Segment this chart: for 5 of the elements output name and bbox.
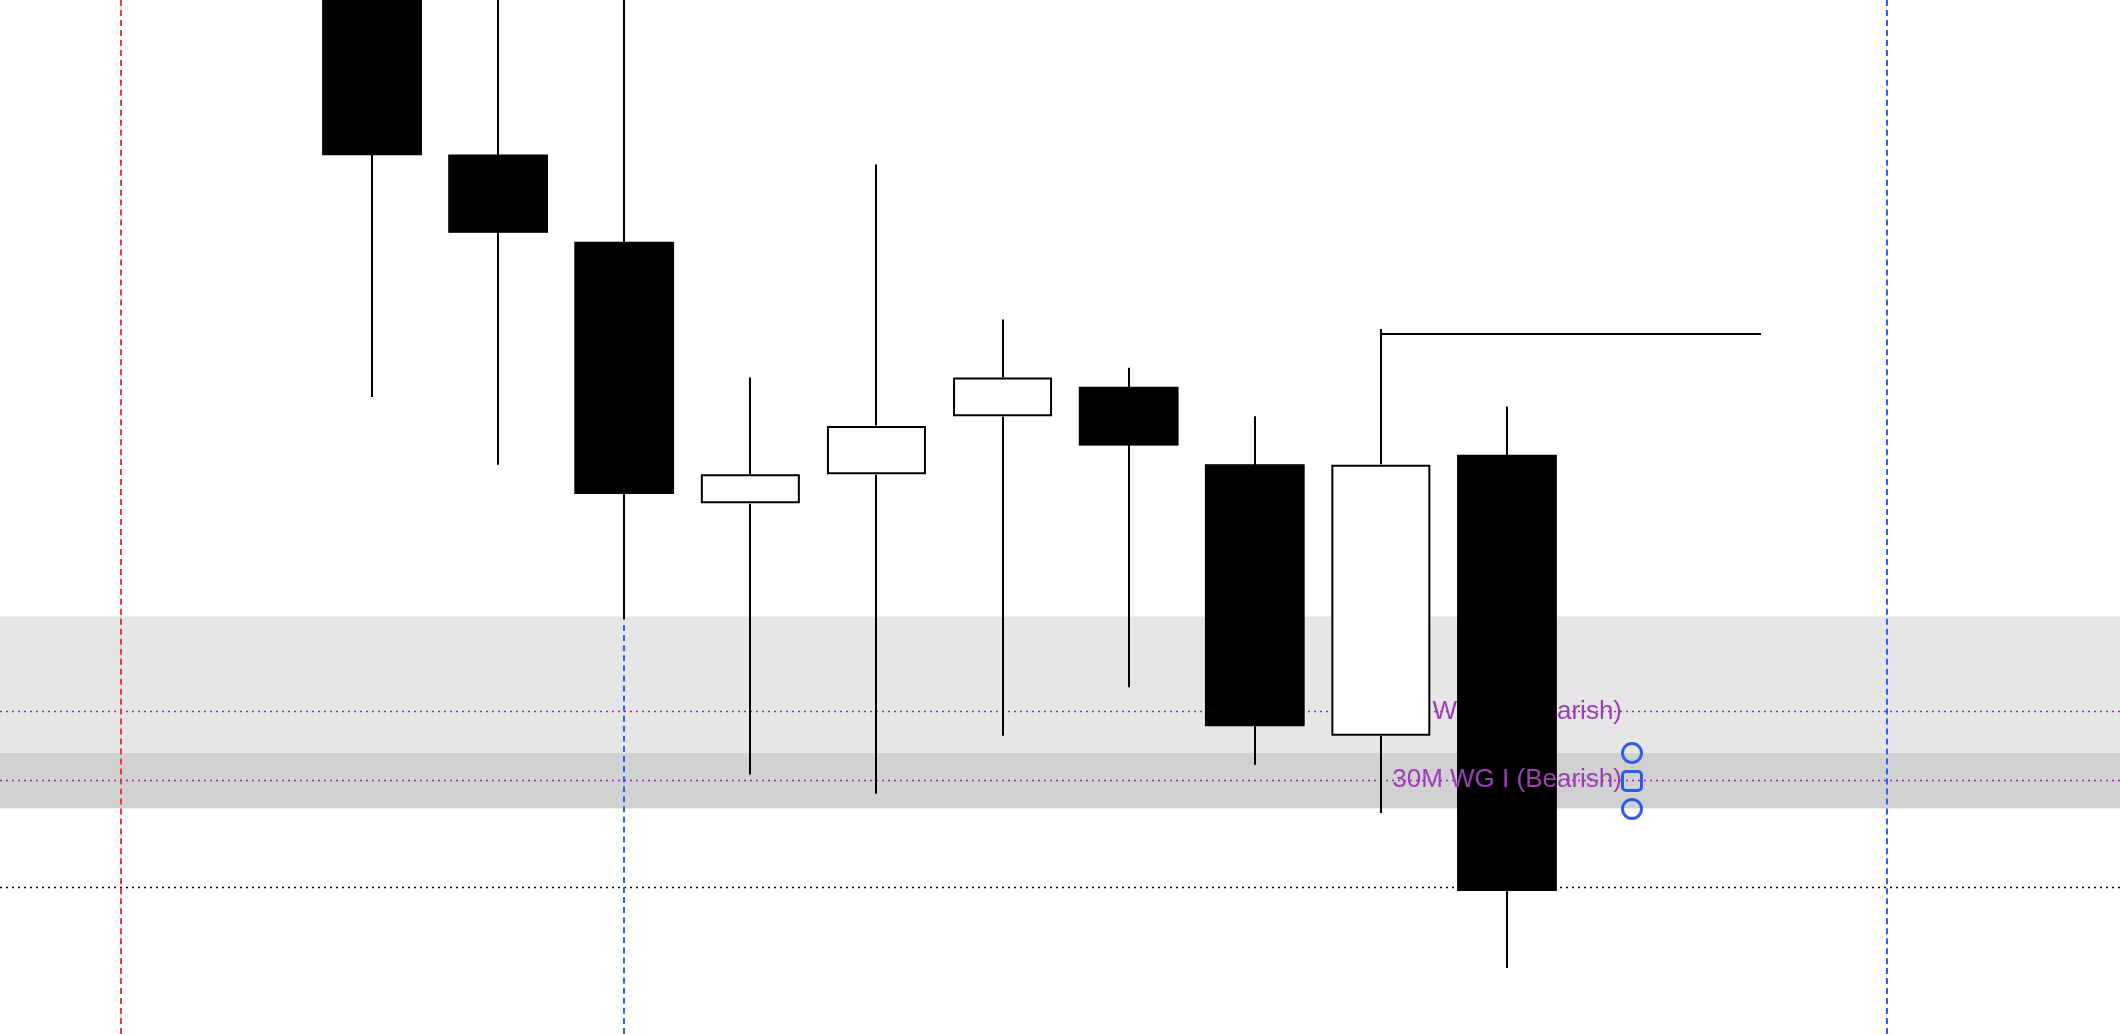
annotation: arish) bbox=[1556, 694, 1622, 725]
annotation: W bbox=[1432, 694, 1458, 725]
candlestick bbox=[826, 163, 927, 795]
candlestick bbox=[700, 376, 801, 776]
candlestick bbox=[952, 318, 1053, 737]
